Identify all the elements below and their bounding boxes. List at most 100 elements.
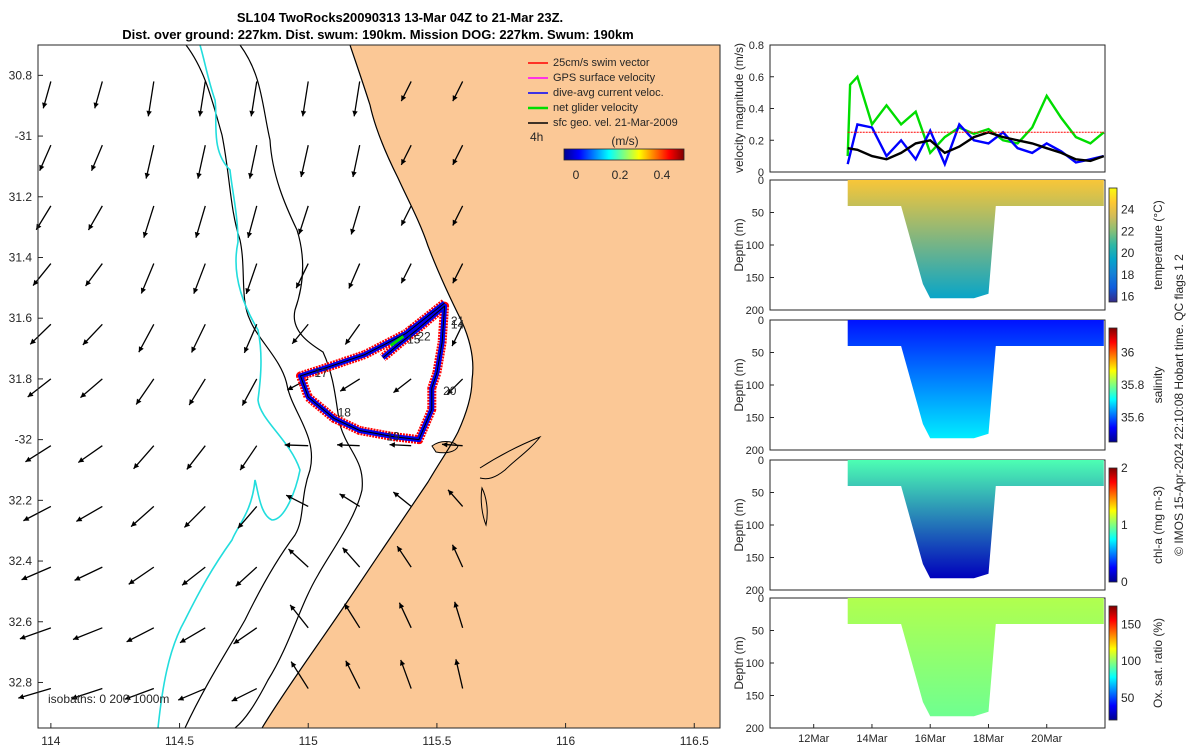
map-x-axis: 114 114.5 115 115.5 116 116.5	[41, 723, 709, 748]
map-y-tick-label: 30.8	[9, 68, 33, 82]
current-vector	[190, 323, 206, 353]
velocity-panel: 0 0.2 0.4 0.6 0.8 velocity magnitude (m/s)	[732, 40, 1106, 179]
current-vector	[451, 323, 464, 347]
velocity-series-line	[847, 131, 1105, 163]
current-vector	[241, 378, 258, 406]
current-vector	[71, 687, 103, 700]
temperature-colorbar-tick: 24	[1121, 203, 1135, 217]
oxygen-colorbar-tick: 50	[1121, 691, 1135, 705]
current-vector	[344, 603, 361, 629]
current-vector	[42, 81, 52, 109]
oxygen-colorbar-label: Ox. sat. ratio (%)	[1151, 618, 1165, 708]
current-vector	[144, 145, 155, 179]
temperature-colorbar-tick: 16	[1121, 290, 1135, 304]
current-vector	[291, 323, 309, 345]
map-x-tick-label: 116.5	[680, 734, 709, 748]
colorbar-tick-0: 0	[573, 168, 580, 182]
map-y-tick-label: 32.4	[9, 554, 33, 568]
chlorophyll-y-tick-label: 150	[746, 553, 764, 565]
day-label: 18	[338, 405, 352, 419]
chart-title-line2: Dist. over ground: 227km. Dist. swum: 19…	[122, 27, 634, 42]
current-vector	[345, 660, 361, 689]
oxygen-colorbar	[1108, 605, 1118, 721]
current-vector	[23, 505, 52, 522]
interval-label: 4h	[530, 130, 543, 144]
current-vector	[197, 81, 206, 117]
current-vector	[77, 445, 103, 464]
salinity-ylabel: Depth (m)	[732, 358, 746, 411]
day-label: 22	[417, 329, 431, 343]
day-label: 17	[314, 366, 328, 380]
glider-path-line	[300, 302, 446, 441]
isobath-200m	[234, 45, 363, 728]
current-vector	[396, 545, 412, 568]
current-vector	[452, 81, 464, 102]
temperature-colorbar-tick: 18	[1121, 268, 1135, 282]
current-vector	[142, 205, 155, 238]
time-x-tick-label: 20Mar	[1031, 733, 1063, 745]
current-vector	[188, 378, 206, 406]
current-vector	[248, 145, 258, 179]
current-vector	[183, 505, 206, 528]
current-vector	[21, 566, 52, 581]
legend-label-dive: dive-avg current veloc.	[553, 87, 664, 99]
current-vector	[146, 81, 155, 117]
current-vector	[72, 627, 103, 641]
salinity-section: 0 50 100 150 200 Depth (m) 35.6 35.8 36 salinity	[732, 315, 1165, 457]
current-vector	[135, 378, 155, 405]
salinity-y-tick-label: 0	[758, 315, 764, 327]
chlorophyll-colorbar-label: chl-a (mg m-3)	[1151, 486, 1165, 564]
chlorophyll-section-fill	[847, 460, 1104, 579]
velocity-y-tick-label: 0	[758, 167, 764, 179]
temperature-y-tick-label: 150	[746, 273, 764, 285]
current-vector	[441, 441, 463, 448]
current-vector	[177, 687, 206, 701]
velocity-y-tick-label: 0.4	[749, 104, 764, 116]
current-vector	[351, 145, 361, 178]
current-vector	[27, 378, 52, 398]
current-vector	[193, 263, 206, 294]
estuary-outline	[479, 435, 542, 480]
temperature-colorbar-label: temperature (°C)	[1151, 200, 1165, 290]
map-x-tick-label: 114.5	[165, 734, 194, 748]
isobaths-label: isobaths: 0 200 1000m	[48, 692, 169, 706]
current-vector	[285, 494, 309, 507]
salinity-y-tick-label: 200	[746, 445, 764, 457]
colorbar-tick-1: 0.2	[612, 168, 629, 182]
time-x-tick-label: 14Mar	[856, 733, 888, 745]
current-vector	[392, 491, 412, 507]
current-vector	[246, 205, 258, 239]
map-y-tick-label: 32.2	[9, 493, 33, 507]
current-vector	[399, 659, 412, 689]
current-vector	[87, 205, 103, 231]
legend-label-swim: 25cm/s swim vector	[553, 57, 650, 69]
speed-colorbar	[563, 148, 685, 161]
net-velocity-trace	[389, 335, 405, 347]
current-vector	[289, 604, 309, 629]
current-vector	[138, 323, 155, 353]
map-legend: 25cm/s swim vector GPS surface velocity …	[528, 57, 685, 182]
time-x-axis: 12Mar 14Mar 16Mar 18Mar 20Mar	[798, 724, 1063, 745]
map-y-tick-label: 32.8	[9, 675, 33, 689]
current-vector	[235, 566, 258, 587]
current-vector	[400, 263, 412, 284]
day-label: 19	[386, 430, 400, 444]
salinity-colorbar-label: salinity	[1151, 367, 1165, 404]
oxygen-colorbar-tick: 150	[1121, 617, 1141, 631]
current-vector	[352, 81, 361, 117]
map-y-tick-label: 31.4	[9, 250, 33, 264]
current-vector	[295, 263, 309, 289]
current-vector	[337, 442, 360, 448]
salinity-section-fill	[847, 320, 1104, 439]
oxygen-ylabel: Depth (m)	[732, 636, 746, 689]
salinity-colorbar	[1108, 327, 1118, 443]
velocity-series-line	[846, 122, 1105, 168]
current-vector	[339, 378, 361, 392]
map-y-tick-label: -31	[15, 129, 33, 143]
current-vector	[452, 205, 464, 226]
current-vector	[179, 627, 206, 644]
current-vector	[245, 263, 258, 295]
current-vector	[249, 81, 258, 117]
time-x-tick-label: 18Mar	[973, 733, 1005, 745]
current-vector	[400, 81, 412, 102]
